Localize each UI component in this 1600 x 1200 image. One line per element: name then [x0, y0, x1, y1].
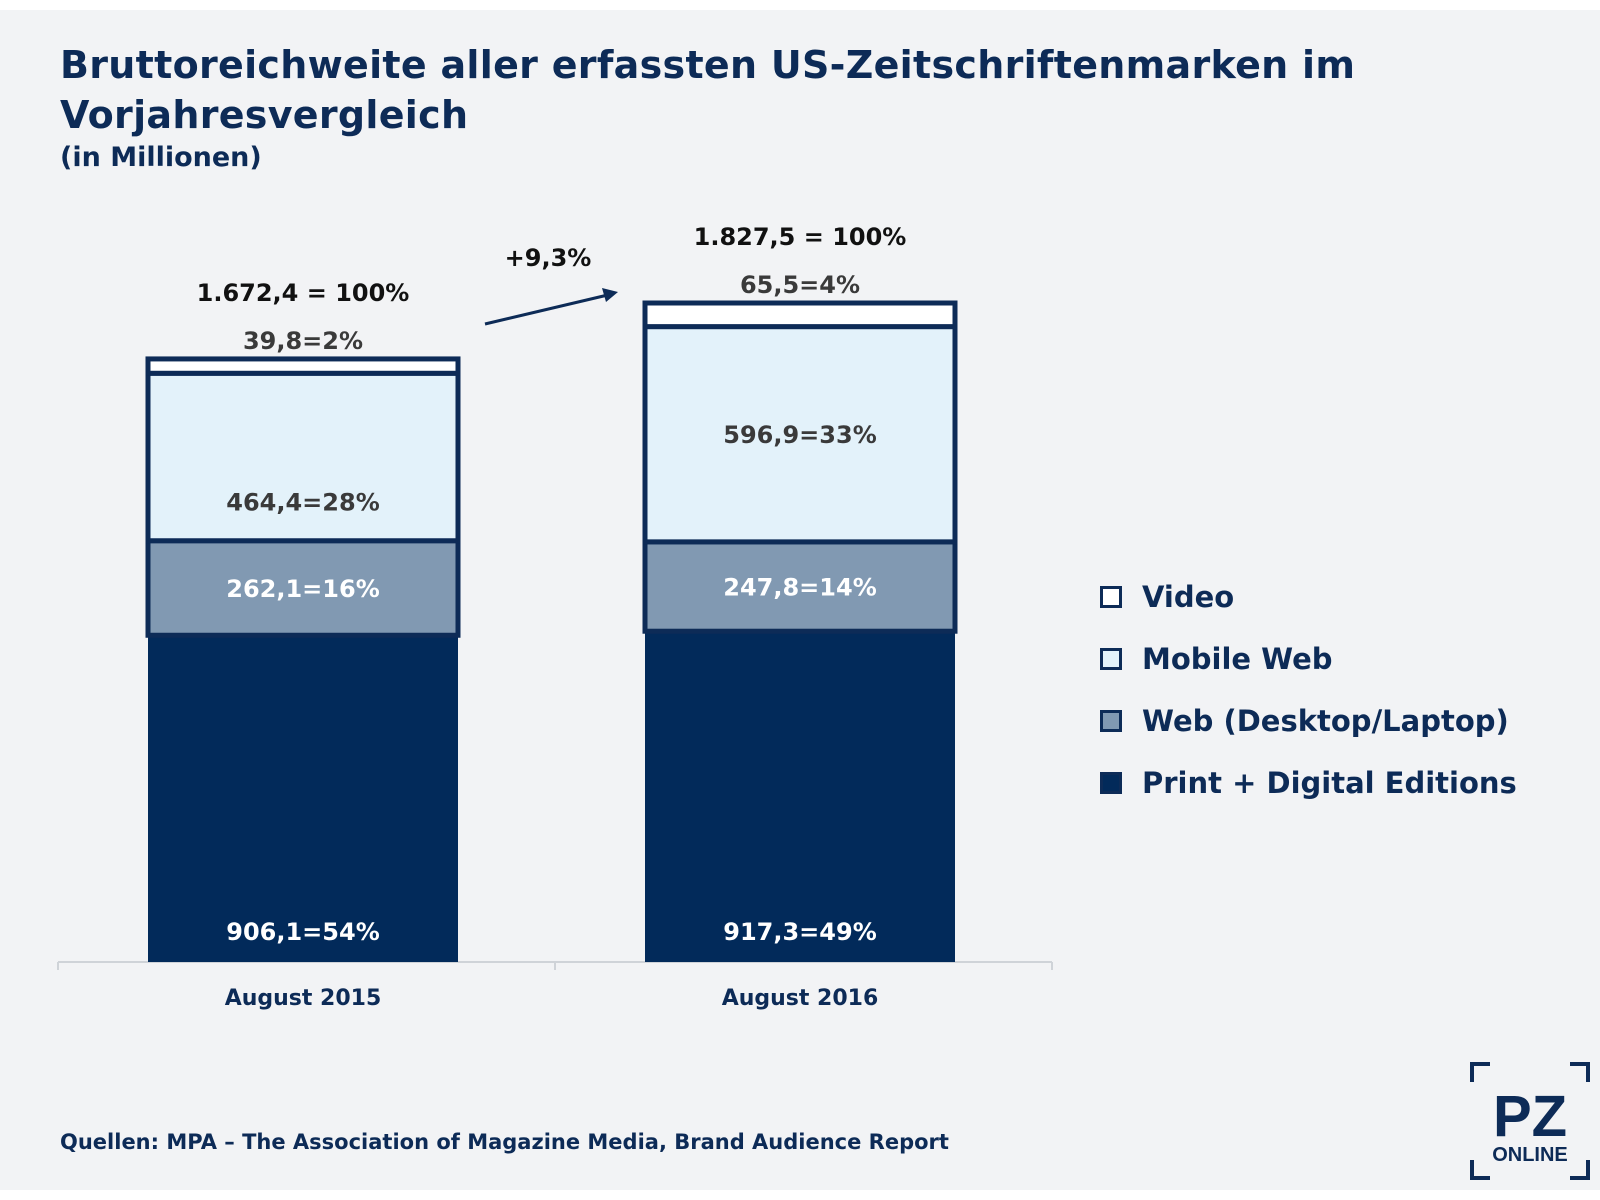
legend-item-web-desktop: Web (Desktop/Laptop) — [1100, 690, 1517, 752]
logo-text-online: ONLINE — [1492, 1144, 1568, 1166]
data-label-print-1: 917,3=49% — [723, 918, 876, 946]
chart-subtitle: (in Millionen) — [60, 142, 262, 173]
bar-segment-print-1 — [645, 631, 955, 962]
data-label-print-0: 906,1=54% — [226, 918, 379, 946]
bar-segment-mobile-0 — [145, 370, 461, 544]
x-tick-label-0: August 2015 — [225, 986, 382, 1011]
legend-swatch-mobile-web — [1100, 648, 1122, 670]
data-label-video-1: 65,5=4% — [740, 271, 860, 299]
total-label-1: 1.827,5 = 100% — [694, 223, 907, 251]
bar-segment-video-0 — [145, 356, 461, 376]
legend-label-web-desktop: Web (Desktop/Laptop) — [1142, 704, 1509, 738]
data-label-video-0: 39,8=2% — [243, 327, 363, 355]
legend-swatch-web-desktop — [1100, 710, 1122, 732]
legend-swatch-video — [1100, 586, 1122, 608]
growth-arrow-head — [602, 288, 618, 302]
legend-label-video: Video — [1142, 580, 1235, 614]
data-label-web-1: 247,8=14% — [723, 574, 876, 602]
bar-segment-video-1 — [642, 300, 958, 330]
legend-item-video: Video — [1100, 566, 1517, 628]
x-tick-label-1: August 2016 — [722, 986, 879, 1011]
bar-segment-print-0 — [148, 635, 458, 962]
legend-swatch-print-digital — [1100, 772, 1122, 794]
total-label-0: 1.672,4 = 100% — [197, 279, 410, 307]
growth-arrow-line — [484, 292, 613, 326]
bar-segment-mobile-1 — [642, 324, 958, 545]
legend-label-mobile-web: Mobile Web — [1142, 642, 1333, 676]
data-label-mobile-1: 596,9=33% — [723, 421, 876, 449]
legend: Video Mobile Web Web (Desktop/Laptop) Pr… — [1100, 566, 1517, 814]
legend-item-mobile-web: Mobile Web — [1100, 628, 1517, 690]
logo-text-pz: PZ — [1493, 1084, 1567, 1149]
data-label-mobile-0: 464,4=28% — [226, 489, 379, 517]
growth-label: +9,3% — [505, 244, 592, 272]
legend-item-print-digital: Print + Digital Editions — [1100, 752, 1517, 814]
source-footer: Quellen: MPA – The Association of Magazi… — [60, 1130, 949, 1154]
chart-title: Bruttoreichweite aller erfassten US-Zeit… — [60, 43, 1356, 137]
pz-online-logo: PZ ONLINE — [1470, 1062, 1590, 1180]
legend-label-print-digital: Print + Digital Editions — [1142, 766, 1517, 800]
data-label-web-0: 262,1=16% — [226, 575, 379, 603]
